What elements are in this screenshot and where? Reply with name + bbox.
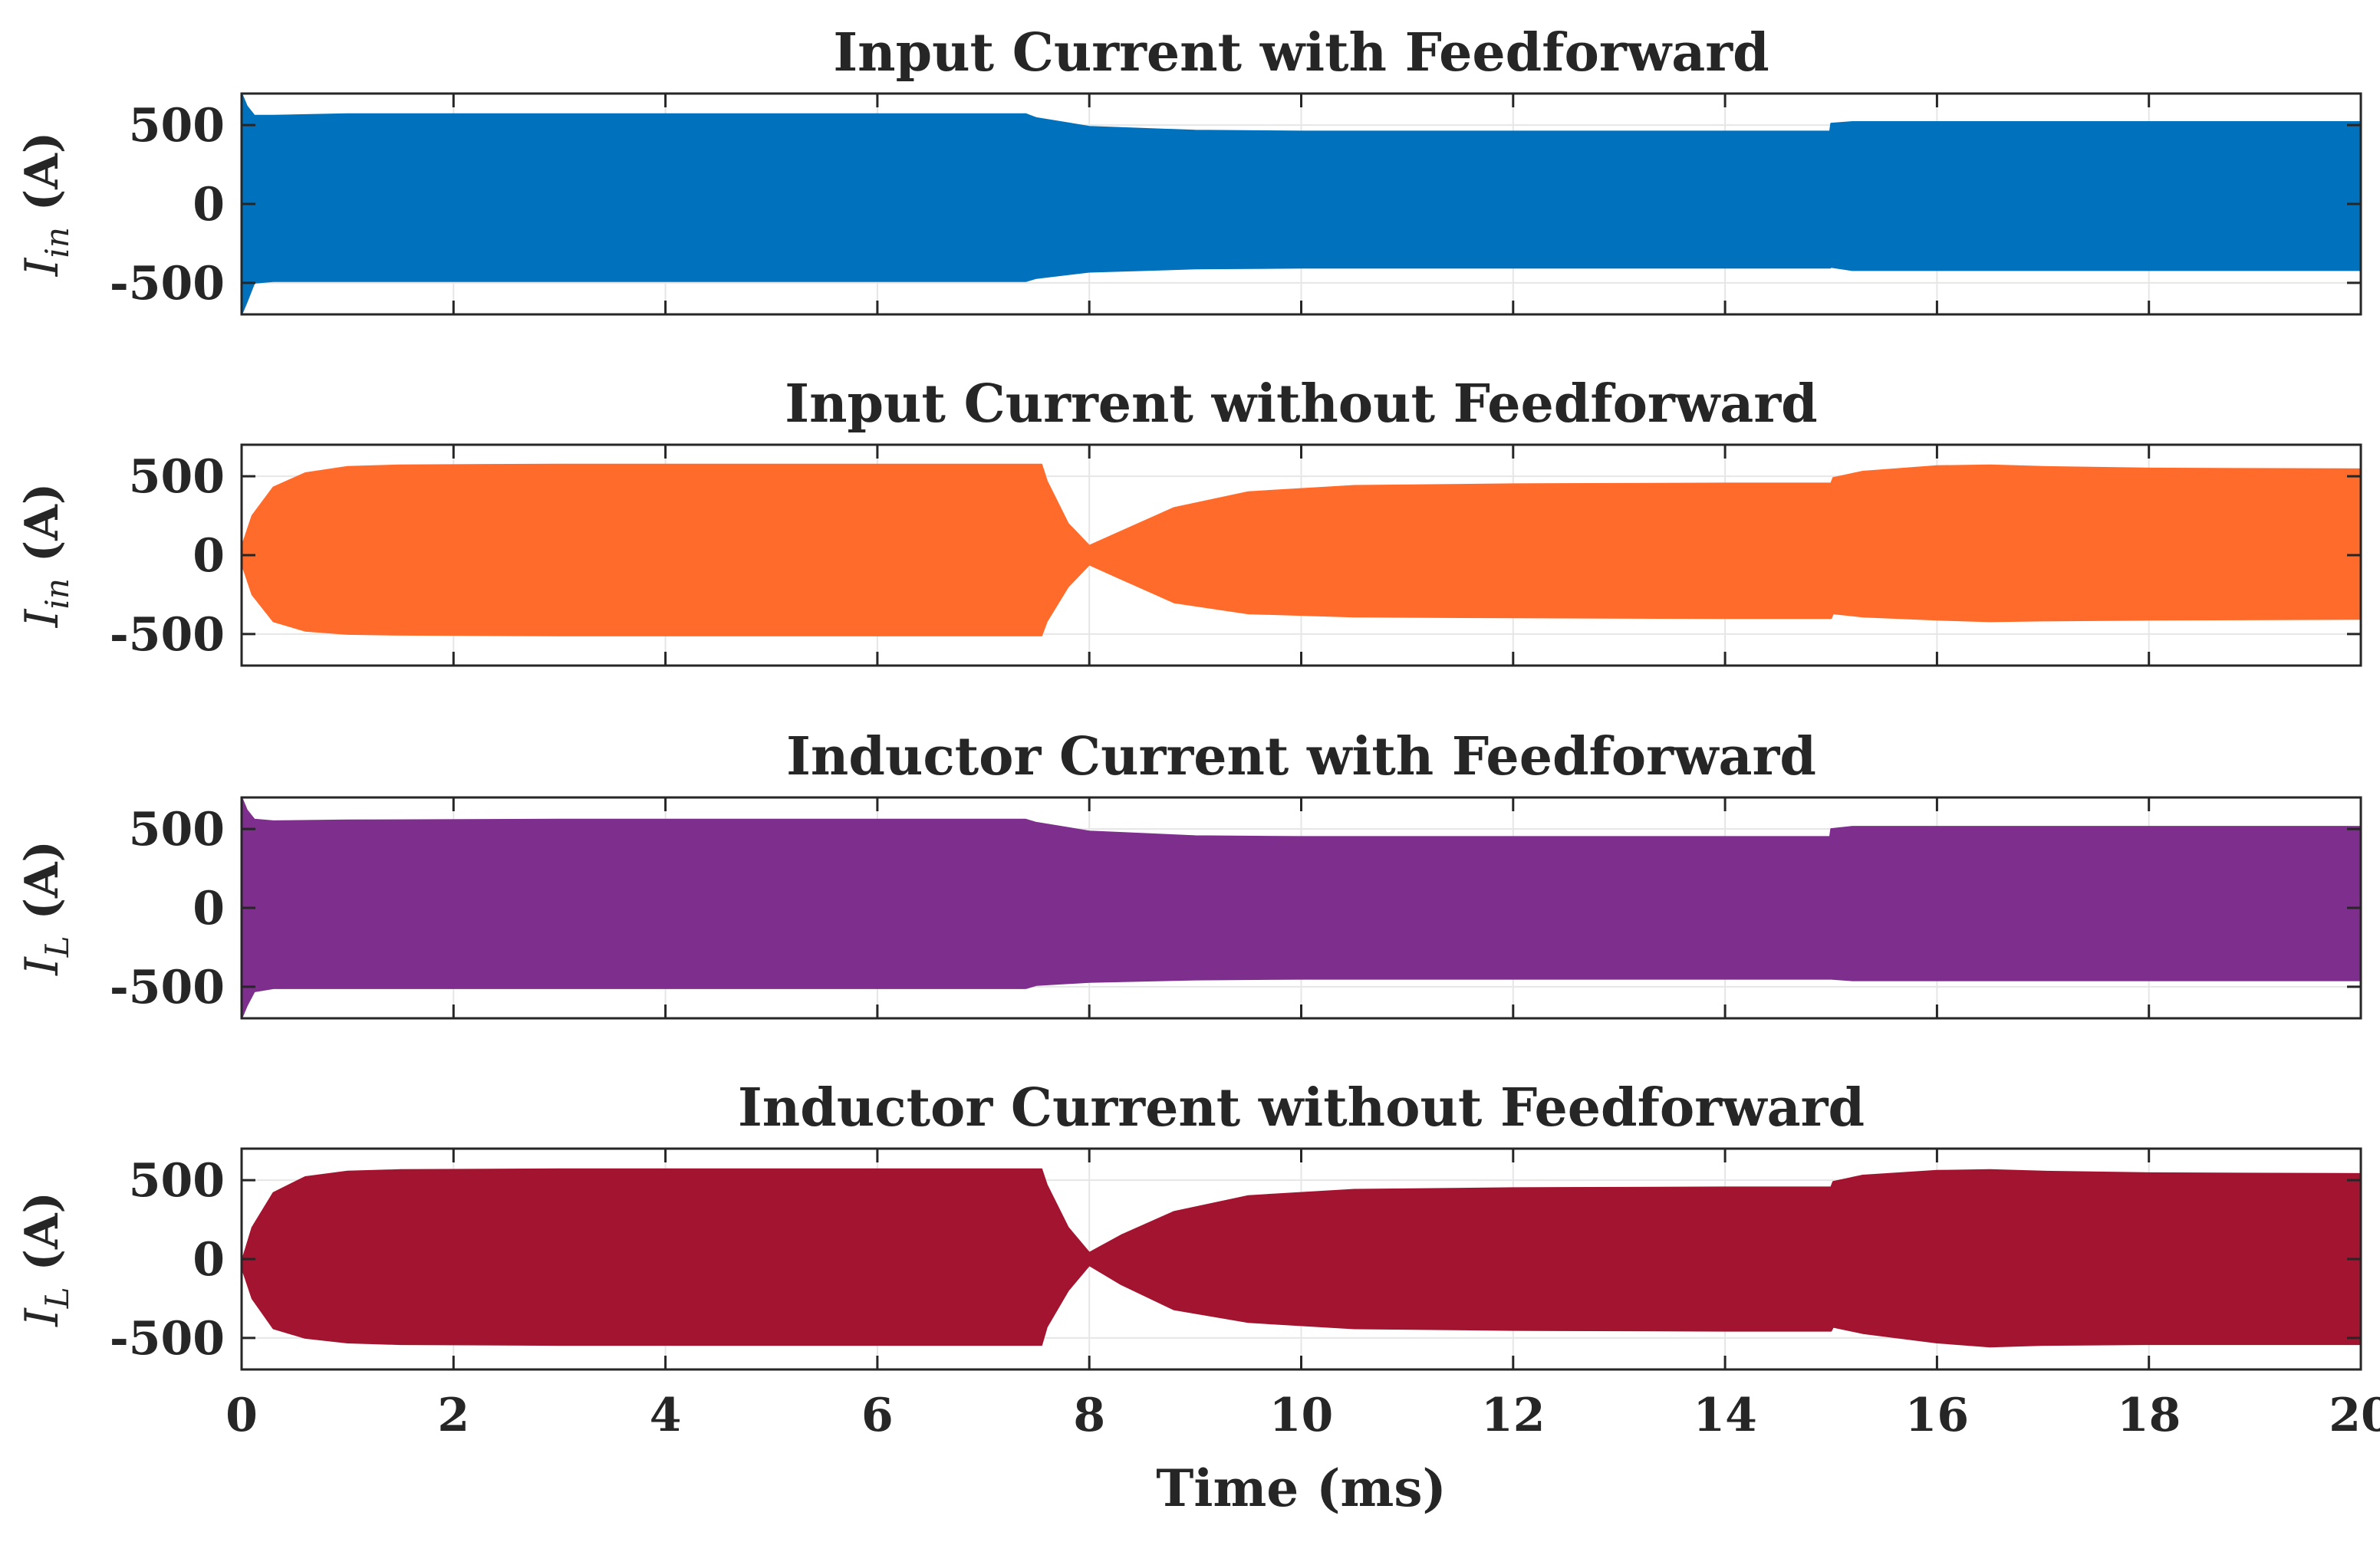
x-tick-label: 20 bbox=[2329, 1389, 2380, 1442]
signal-envelope bbox=[241, 1168, 2362, 1348]
y-tick-label: 0 bbox=[193, 882, 225, 935]
y-tick-label: 500 bbox=[129, 1154, 225, 1208]
y-axis-label-unit: (A) bbox=[15, 1192, 69, 1287]
x-tick-label: 16 bbox=[1905, 1389, 1970, 1442]
y-tick-label: -500 bbox=[110, 1312, 225, 1366]
x-tick-label: 4 bbox=[650, 1389, 682, 1442]
chart-title: Input Current without Feedforward bbox=[785, 373, 1817, 435]
y-tick-label: -500 bbox=[110, 257, 225, 311]
y-axis-label: IL (A) bbox=[15, 1192, 76, 1327]
x-tick-label: 18 bbox=[2117, 1389, 2181, 1442]
y-axis-label-sub: L bbox=[38, 935, 76, 958]
x-tick-label: 10 bbox=[1269, 1389, 1334, 1442]
y-axis-label: IL (A) bbox=[15, 840, 76, 976]
x-tick-label: 12 bbox=[1481, 1389, 1546, 1442]
y-axis-label-unit: (A) bbox=[15, 132, 69, 227]
y-tick-label: 0 bbox=[193, 1233, 225, 1287]
x-tick-label: 2 bbox=[437, 1389, 469, 1442]
x-tick-label: 8 bbox=[1073, 1389, 1105, 1442]
y-axis-label-unit: (A) bbox=[15, 483, 69, 578]
x-axis-label: Time (ms) bbox=[1156, 1458, 1446, 1518]
y-tick-label: -500 bbox=[110, 608, 225, 662]
y-axis-label-var: I bbox=[15, 956, 69, 976]
shared-x-axis: 0 2 4 6 8 10 12 14 16 18 20 Time (ms) bbox=[225, 1389, 2380, 1518]
y-tick-label: 500 bbox=[129, 450, 225, 504]
x-tick-labels: 0 2 4 6 8 10 12 14 16 18 20 bbox=[225, 1389, 2380, 1442]
x-tick-label: 0 bbox=[225, 1389, 258, 1442]
y-tick-label: 0 bbox=[193, 178, 225, 232]
chart-title: Inductor Current without Feedforward bbox=[738, 1077, 1865, 1139]
x-tick-label: 6 bbox=[861, 1389, 894, 1442]
y-tick-label: 0 bbox=[193, 529, 225, 583]
y-tick-label: -500 bbox=[110, 961, 225, 1014]
chart-panel-1: Input Current with Feedforward 500 0 -500 Ii… bbox=[15, 22, 2362, 316]
panels: Input Current with Feedforward 500 0 -500 Ii… bbox=[15, 22, 2362, 1371]
y-tick-label: 500 bbox=[129, 803, 225, 856]
y-axis-label: Iin (A) bbox=[15, 483, 76, 628]
chart-panel-3: Inductor Current with Feedforward 500 0 -50… bbox=[15, 726, 2362, 1020]
y-axis-label-var: I bbox=[15, 1307, 69, 1327]
y-axis-label-unit: (A) bbox=[15, 840, 69, 935]
y-axis-label-sub: in bbox=[38, 578, 76, 609]
y-axis-label-var: I bbox=[15, 608, 69, 628]
y-axis-label-var: I bbox=[15, 257, 69, 277]
y-axis-label-sub: in bbox=[38, 227, 76, 258]
y-axis-label: Iin (A) bbox=[15, 132, 76, 277]
chart-panel-2: Input Current without Feedforward 500 0 -50… bbox=[15, 373, 2362, 667]
signal-envelope bbox=[241, 463, 2362, 636]
y-tick-label: 500 bbox=[129, 99, 225, 153]
chart-title: Inductor Current with Feedforward bbox=[786, 726, 1816, 787]
y-axis-label-sub: L bbox=[38, 1287, 76, 1309]
chart-title: Input Current with Feedforward bbox=[833, 22, 1769, 84]
x-tick-label: 14 bbox=[1693, 1389, 1757, 1442]
chart-panel-4: Inductor Current without Feedforward 500 0… bbox=[15, 1077, 2362, 1371]
